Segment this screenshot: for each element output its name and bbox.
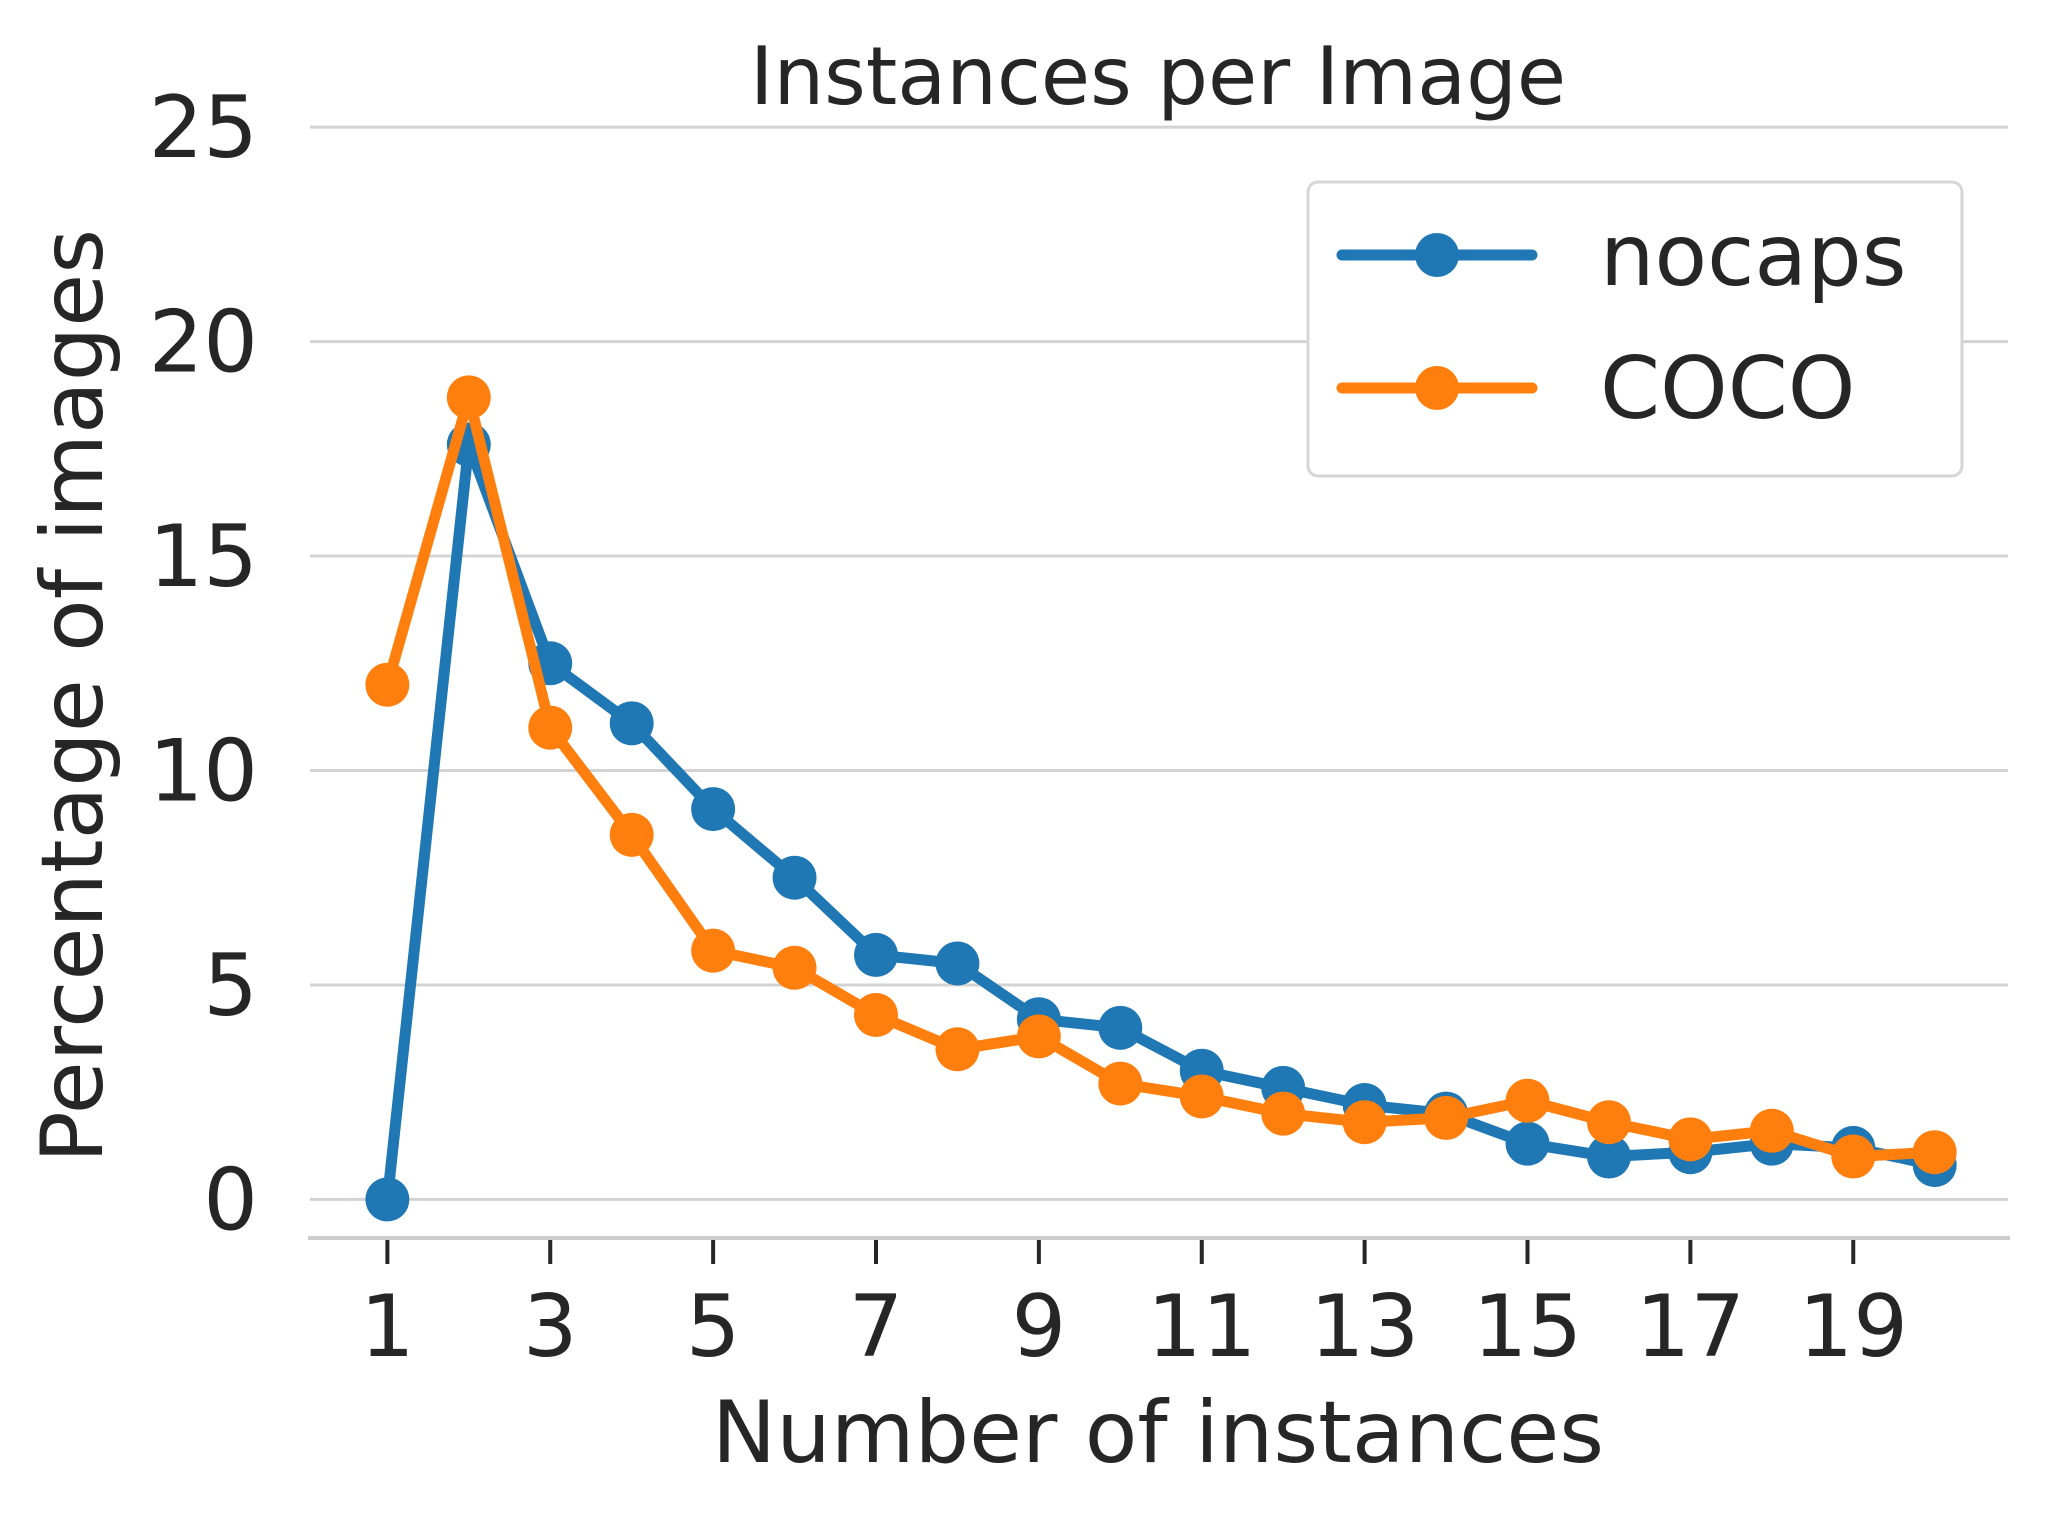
legend-entry-coco: COCO — [1336, 339, 1855, 439]
y-tick-label-20: 20 — [149, 293, 258, 393]
series-coco — [365, 375, 1957, 1179]
data-point-nocaps-6 — [772, 855, 817, 900]
data-point-coco-12 — [1261, 1091, 1306, 1136]
x-tick-label-7: 7 — [849, 1277, 904, 1377]
data-point-coco-17 — [1668, 1117, 1713, 1162]
data-point-nocaps-7 — [854, 932, 898, 977]
x-axis: 1 3 5 7 9 11 13 15 17 19 — [360, 1240, 1908, 1377]
data-point-coco-16 — [1586, 1100, 1631, 1145]
x-tick-label-1: 1 — [360, 1277, 415, 1377]
data-point-coco-2 — [446, 375, 491, 420]
x-tick-label-9: 9 — [1012, 1277, 1067, 1377]
data-point-coco-20 — [1912, 1130, 1957, 1175]
legend-marker-nocaps — [1415, 233, 1459, 277]
data-point-nocaps-10 — [1098, 1005, 1143, 1050]
y-tick-label-25: 25 — [149, 78, 258, 178]
data-point-coco-9 — [1016, 1014, 1061, 1059]
y-tick-label-15: 15 — [149, 507, 258, 607]
data-point-coco-4 — [609, 812, 654, 857]
x-tick-label-5: 5 — [686, 1277, 741, 1377]
data-point-coco-14 — [1424, 1095, 1469, 1140]
data-point-nocaps-16 — [1586, 1134, 1631, 1179]
y-tick-label-10: 10 — [149, 722, 258, 822]
x-tick-label-15: 15 — [1473, 1277, 1582, 1377]
data-point-coco-18 — [1749, 1108, 1794, 1153]
data-point-coco-7 — [854, 992, 898, 1037]
legend-entry-nocaps: nocaps — [1336, 206, 1907, 306]
y-tick-label-0: 0 — [203, 1150, 258, 1250]
x-tick-label-19: 19 — [1799, 1277, 1908, 1377]
legend-label-nocaps: nocaps — [1600, 206, 1907, 306]
data-point-coco-10 — [1098, 1061, 1143, 1106]
data-point-nocaps-4 — [609, 701, 654, 746]
data-point-nocaps-1 — [365, 1177, 410, 1222]
chart-title: Instances per Image — [750, 30, 1566, 123]
x-tick-label-17: 17 — [1636, 1277, 1745, 1377]
data-point-coco-6 — [772, 945, 817, 990]
data-point-coco-8 — [935, 1027, 980, 1072]
data-point-coco-13 — [1342, 1100, 1387, 1145]
data-point-nocaps-15 — [1505, 1121, 1550, 1166]
series — [365, 375, 1957, 1222]
series-nocaps — [365, 422, 1957, 1222]
data-point-coco-1 — [365, 662, 410, 707]
x-axis-label: Number of instances — [712, 1383, 1604, 1483]
legend-marker-coco — [1415, 366, 1459, 410]
x-tick-label-3: 3 — [523, 1277, 578, 1377]
grid — [310, 125, 2008, 1201]
data-point-coco-15 — [1505, 1078, 1550, 1123]
x-tick-label-11: 11 — [1147, 1277, 1256, 1377]
y-axis: 0 5 10 15 20 25 — [149, 78, 258, 1250]
data-point-coco-3 — [528, 705, 573, 750]
legend: nocaps COCO — [1306, 180, 1964, 478]
data-point-nocaps-8 — [935, 941, 980, 986]
data-point-nocaps-5 — [691, 787, 736, 832]
series-line-coco — [381, 391, 1941, 1163]
data-point-coco-5 — [691, 928, 736, 973]
y-axis-label: Percentage of images — [23, 229, 123, 1163]
x-tick-label-13: 13 — [1310, 1277, 1419, 1377]
data-point-coco-19 — [1831, 1134, 1876, 1179]
data-point-coco-11 — [1179, 1074, 1224, 1119]
y-tick-label-5: 5 — [203, 936, 258, 1036]
legend-label-coco: COCO — [1600, 339, 1855, 439]
